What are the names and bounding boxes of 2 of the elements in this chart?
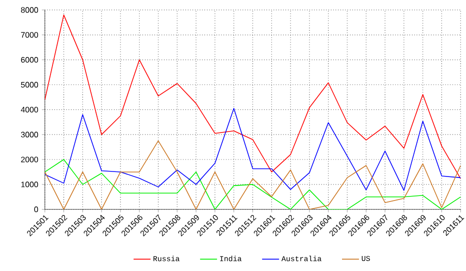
line-series [44,14,461,180]
line-series [44,108,461,191]
